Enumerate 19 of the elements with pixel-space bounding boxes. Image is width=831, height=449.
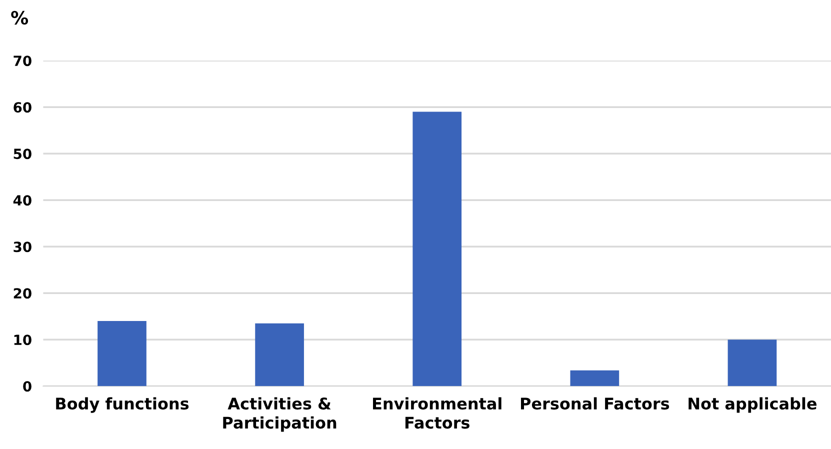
bar: [412, 112, 462, 386]
x-tick-label: Not applicable: [688, 397, 817, 413]
y-tick-label: 0: [23, 381, 32, 392]
bar: [98, 321, 146, 386]
bar: [570, 370, 620, 386]
x-tick-label: Environmental Factors: [373, 397, 502, 429]
bar: [255, 323, 304, 386]
y-tick-label: 60: [14, 102, 32, 113]
y-axis-title: %: [11, 10, 28, 25]
y-tick-label: 50: [14, 148, 32, 160]
x-tick-label: Body functions: [56, 397, 189, 413]
x-tick-label: Activities & Participation: [223, 397, 336, 432]
bar: [728, 340, 777, 386]
y-tick-label: 40: [13, 195, 32, 206]
y-tick-label: 20: [14, 288, 32, 299]
y-tick-label: 10: [14, 334, 32, 346]
y-tick-label: 70: [14, 56, 32, 66]
x-tick-label: Personal Factors: [520, 397, 670, 410]
y-tick-label: 30: [14, 242, 32, 252]
